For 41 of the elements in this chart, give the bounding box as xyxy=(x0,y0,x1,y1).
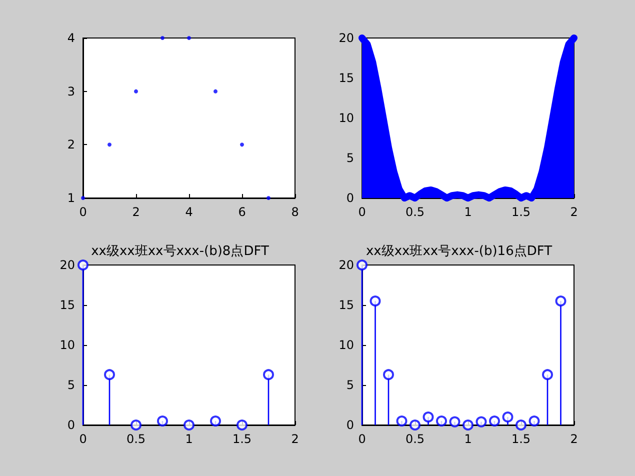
x-tick-label: 2 xyxy=(570,205,578,219)
y-tick-label: 20 xyxy=(338,258,354,272)
x-tick-label: 1.5 xyxy=(511,432,531,446)
x-tick-label: 1 xyxy=(464,205,472,219)
y-tick-label: 1 xyxy=(67,191,75,205)
x-tick-label: 0 xyxy=(358,205,366,219)
x-tick-label: 1 xyxy=(185,432,193,446)
y-tick-label: 10 xyxy=(338,111,354,125)
x-tick-label: 6 xyxy=(238,205,246,219)
y-tick-label: 20 xyxy=(338,31,354,45)
y-tick-label: 10 xyxy=(338,338,354,352)
y-tick-label: 2 xyxy=(67,138,75,152)
y-tick-label: 5 xyxy=(67,378,75,392)
y-tick-label: 0 xyxy=(346,191,354,205)
y-tick-label: 4 xyxy=(67,31,75,45)
chart-title: xx级xx班xx号xxx-(b)8点DFT xyxy=(91,244,269,259)
y-tick-label: 0 xyxy=(67,418,75,432)
y-tick-label: 20 xyxy=(60,258,75,272)
x-tick-label: 2 xyxy=(291,432,299,446)
x-tick-label: 0.5 xyxy=(405,205,425,219)
x-tick-label: 1.5 xyxy=(511,205,531,219)
chart-title: xx级xx班xx号xxx-(b)16点DFT xyxy=(366,244,552,259)
x-tick-label: 8 xyxy=(291,205,299,219)
x-tick-label: 1.5 xyxy=(232,432,252,446)
x-tick-label: 1 xyxy=(464,432,472,446)
x-tick-label: 2 xyxy=(132,205,140,219)
x-tick-label: 0 xyxy=(79,205,87,219)
y-tick-label: 5 xyxy=(346,378,354,392)
x-tick-label: 2 xyxy=(570,432,578,446)
y-tick-label: 3 xyxy=(67,84,75,98)
x-tick-label: 0 xyxy=(79,432,87,446)
y-tick-label: 15 xyxy=(338,71,354,85)
x-tick-label: 0.5 xyxy=(405,432,425,446)
x-tick-label: 0 xyxy=(358,432,366,446)
x-tick-label: 4 xyxy=(185,205,193,219)
y-tick-label: 10 xyxy=(60,338,75,352)
y-tick-label: 15 xyxy=(60,298,75,312)
x-tick-label: 0.5 xyxy=(126,432,146,446)
y-tick-label: 0 xyxy=(346,418,354,432)
y-tick-label: 15 xyxy=(338,298,354,312)
y-tick-label: 5 xyxy=(346,151,354,165)
